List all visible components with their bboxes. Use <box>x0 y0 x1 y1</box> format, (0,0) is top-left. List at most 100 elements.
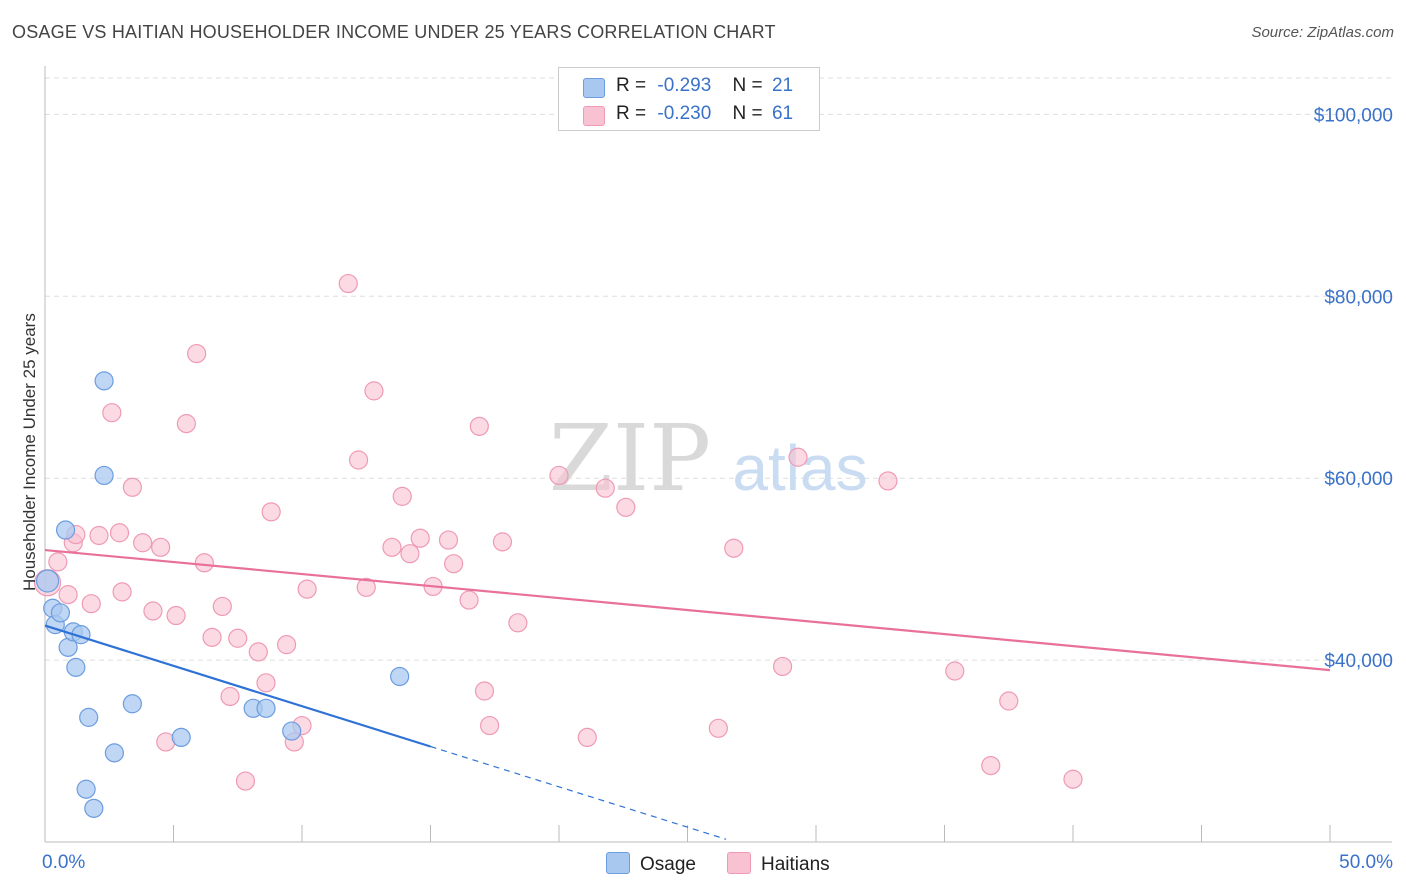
haitian-point <box>109 523 130 543</box>
osage-point <box>256 698 276 718</box>
osage-trend-extension <box>430 745 727 840</box>
haitian-point <box>508 613 528 633</box>
gridlines <box>45 77 1392 661</box>
haitian-point <box>444 554 464 574</box>
haitians-swatch <box>583 106 605 126</box>
haitian-point <box>248 642 268 662</box>
haitian-point <box>235 771 256 791</box>
haitian-point <box>48 552 68 572</box>
haitian-point <box>595 478 615 498</box>
haitian-point <box>708 718 728 738</box>
osage-point <box>104 743 124 763</box>
haitian-trend-line <box>44 548 1331 672</box>
legend-osage-r-label: R = <box>616 75 647 96</box>
haitian-point <box>122 477 142 497</box>
haitian-point <box>616 497 636 517</box>
haitian-point <box>338 273 358 294</box>
watermark-atlas: atlas <box>732 432 867 504</box>
haitian-point <box>166 605 186 626</box>
haitian-point <box>212 596 232 617</box>
legend-osage-n-label: N = <box>732 75 763 96</box>
osage-trend-line <box>44 624 431 748</box>
osage-point <box>171 727 191 748</box>
legend-haitians-r-label: R = <box>616 103 647 124</box>
haitian-point <box>89 525 109 546</box>
haitian-point <box>382 537 402 557</box>
haitian-point <box>176 414 196 434</box>
bottom-haitians-swatch <box>727 852 751 874</box>
legend-osage-n-value: 21 <box>771 75 794 96</box>
x-tick-label-0: 0.0% <box>42 852 85 873</box>
haitian-point <box>945 661 965 681</box>
y-tick-label-1: $60,000 <box>1324 469 1393 490</box>
haitian-series <box>33 273 1083 791</box>
osage-point <box>390 666 410 687</box>
osage-point <box>84 798 104 818</box>
y-tick-label-0: $40,000 <box>1324 651 1393 672</box>
haitian-point <box>392 486 412 506</box>
chart-title: OSAGE VS HAITIAN HOUSEHOLDER INCOME UNDE… <box>12 22 776 42</box>
haitian-point <box>459 590 479 610</box>
haitian-point <box>364 381 384 401</box>
haitian-point <box>772 656 793 677</box>
haitian-point <box>187 343 207 364</box>
haitian-point <box>577 727 597 748</box>
osage-point <box>94 465 114 486</box>
haitian-point <box>788 447 808 467</box>
haitian-point <box>297 579 317 599</box>
osage-point <box>35 569 60 593</box>
legend-haitians-n-label: N = <box>732 103 763 124</box>
haitian-point <box>878 471 898 491</box>
haitian-point <box>81 594 101 614</box>
axes <box>44 66 1392 843</box>
haitian-point <box>549 465 569 486</box>
haitian-point <box>492 532 513 552</box>
bottom-haitians-label: Haitians <box>761 854 830 875</box>
bottom-legend-haitians: Haitians <box>727 852 830 876</box>
osage-point <box>122 694 142 714</box>
x-tick-label-1: 50.0% <box>1339 852 1393 873</box>
osage-point <box>282 721 302 741</box>
haitian-point <box>220 686 240 707</box>
haitian-point <box>202 627 222 647</box>
legend-osage-r-value: -0.293 <box>657 75 712 96</box>
legend-haitians-n-value: 61 <box>771 103 794 124</box>
source-credit: Source: ZipAtlas.com <box>1251 24 1394 41</box>
haitian-point <box>356 577 376 597</box>
osage-point <box>79 707 99 727</box>
haitian-point <box>480 715 500 736</box>
trend-lines <box>44 548 1331 840</box>
haitian-point <box>112 582 132 602</box>
osage-point <box>94 371 114 391</box>
haitian-point <box>410 528 430 548</box>
correlation-legend: R = -0.293 N = 21 R = -0.230 N = 61 <box>558 67 820 131</box>
haitian-point <box>276 635 297 655</box>
bottom-legend-osage: Osage <box>606 852 696 876</box>
osage-point <box>50 603 71 623</box>
y-axis-title: Householder Income Under 25 years <box>20 313 39 591</box>
y-tick-label-2: $80,000 <box>1324 287 1393 308</box>
haitian-point <box>438 530 459 550</box>
osage-swatch <box>583 78 605 98</box>
osage-point <box>76 779 96 799</box>
osage-point <box>55 520 76 540</box>
haitian-point <box>474 681 495 701</box>
haitian-point <box>228 628 248 648</box>
watermark-zip: ZIP <box>549 405 711 512</box>
haitian-point <box>348 450 369 470</box>
bottom-osage-swatch <box>606 852 630 874</box>
haitian-point <box>151 537 171 557</box>
haitian-point <box>256 673 276 693</box>
tick-labels: $40,000 $60,000 $80,000 $100,000 0.0% 50.0% <box>42 105 1393 873</box>
haitian-point <box>58 585 78 605</box>
watermark: ZIP atlas <box>549 405 868 512</box>
haitian-point <box>143 601 163 621</box>
haitian-point <box>981 755 1001 776</box>
osage-series <box>35 371 410 818</box>
legend-haitians-r-value: -0.230 <box>657 103 712 124</box>
haitian-point <box>724 538 744 558</box>
osage-point <box>66 657 86 677</box>
y-tick-label-3: $100,000 <box>1314 105 1393 126</box>
haitian-point <box>400 544 420 564</box>
